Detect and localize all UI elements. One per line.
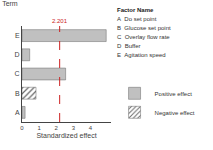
svg-text:C Overlay flow rate: C Overlay flow rate [117,34,170,40]
svg-text:E: E [15,32,20,39]
svg-text:E Agitation speed: E Agitation speed [117,52,166,58]
svg-text:Term: Term [2,0,18,7]
svg-text:4: 4 [89,125,93,131]
svg-text:C: C [15,70,20,77]
svg-text:1: 1 [37,125,41,131]
svg-text:D Buffer: D Buffer [117,43,141,49]
svg-text:Positive effect: Positive effect [155,91,193,97]
svg-text:B Glucose set point: B Glucose set point [117,25,171,31]
svg-text:0: 0 [20,125,24,131]
svg-text:D: D [15,51,20,58]
svg-text:B: B [15,90,20,97]
svg-text:Standardized effect: Standardized effect [36,132,96,139]
svg-text:2: 2 [55,125,59,131]
svg-text:A: A [15,109,20,116]
svg-text:A Do set point: A Do set point [117,16,157,22]
svg-text:2.201: 2.201 [52,18,68,24]
svg-text:Factor Name: Factor Name [117,7,154,13]
svg-text:Negative effect: Negative effect [155,110,195,116]
svg-text:3: 3 [72,125,76,131]
